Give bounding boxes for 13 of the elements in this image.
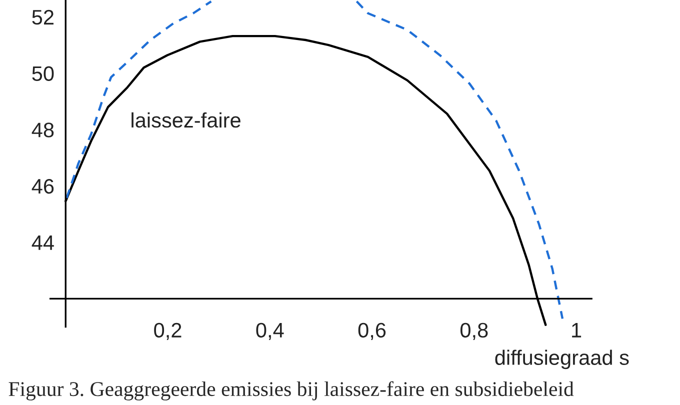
x-tick-label: 1 <box>572 323 582 338</box>
x-tick-label: 0,4 <box>256 322 284 340</box>
series-label: laissez-faire <box>132 112 240 128</box>
text: Figuur 3. Geaggregeerde emissies bij laissez-faire en subsidiebeleid <box>8 381 574 400</box>
y-tick-label: 48 <box>32 122 54 138</box>
x-tick-label: 0,2 <box>154 322 182 340</box>
y-tick-label: 50 <box>32 66 54 82</box>
y-tick-label: 44 <box>32 236 54 250</box>
x-tick-label: 0,8 <box>460 322 488 340</box>
y-tick-label: 52 <box>32 10 54 25</box>
x-axis-title: diffusiegraad s <box>495 350 629 370</box>
y-tick-label: 46 <box>32 178 54 194</box>
x-tick-label: 0,6 <box>358 322 386 340</box>
